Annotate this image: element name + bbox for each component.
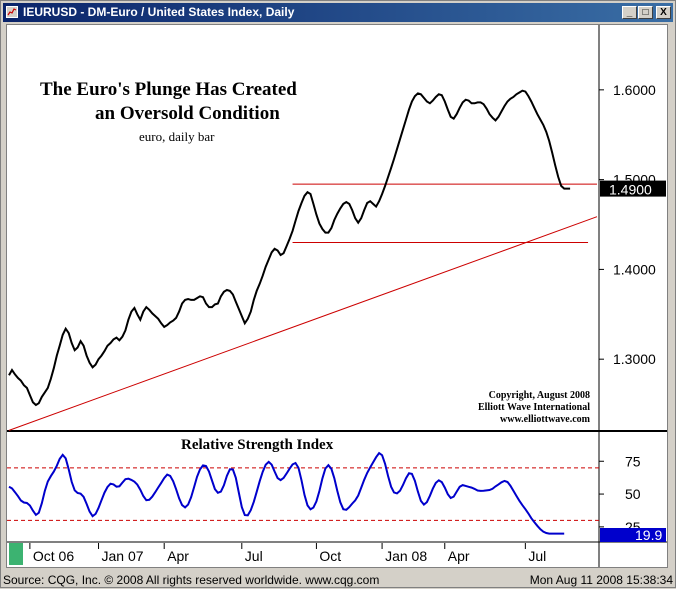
last-rsi-box [600, 528, 666, 542]
status-bar: Source: CQG, Inc. © 2008 All rights rese… [1, 571, 676, 589]
price-series-line [8, 89, 571, 407]
chart-note: euro, daily bar [139, 129, 215, 144]
x-axis-label: Apr [167, 548, 189, 564]
chart-app-icon[interactable] [6, 6, 18, 18]
x-axis-label: Oct 06 [33, 548, 74, 564]
last-price-label: 1.4900 [609, 182, 652, 198]
x-axis-label: Jul [528, 548, 546, 564]
window-title: IEURUSD - DM-Euro / United States Index,… [23, 5, 295, 19]
scroll-handle-block [9, 543, 23, 565]
rsi-y-tick-label: 50 [625, 486, 641, 502]
x-axis-label: Apr [448, 548, 470, 564]
x-axis-label: Jul [245, 548, 263, 564]
minimize-button[interactable]: _ [622, 6, 637, 19]
x-axis-label: Oct [319, 548, 341, 564]
trend-line [8, 216, 598, 431]
price-y-tick-label: 1.4000 [613, 261, 656, 277]
price-y-tick-label: 1.3000 [613, 351, 656, 367]
copyright-line: www.elliottwave.com [500, 414, 591, 425]
copyright-line: Copyright, August 2008 [489, 390, 590, 401]
rsi-y-tick-label: 75 [625, 453, 641, 469]
close-button[interactable]: X [656, 6, 671, 19]
status-source: Source: CQG, Inc. © 2008 All rights rese… [3, 573, 380, 587]
chart-title: The Euro's Plunge Has Created [40, 79, 297, 100]
x-axis-label: Jan 07 [102, 548, 144, 564]
chart-area[interactable]: 1.3000 1.4000 1.5000 1.6000 25 50 75 1.4900 19.9… [6, 24, 668, 568]
price-y-tick-label: 1.6000 [613, 82, 656, 98]
chart-subtitle: an Oversold Condition [95, 103, 280, 124]
last-price-box [600, 180, 666, 197]
title-bar[interactable]: IEURUSD - DM-Euro / United States Index,… [3, 3, 673, 22]
rsi-series-line [8, 451, 565, 535]
chart-svg[interactable]: 1.30001.40001.50001.60002550751.490019.9… [7, 25, 667, 567]
x-axis-label: Jan 08 [385, 548, 427, 564]
last-rsi-label: 19.9 [635, 527, 662, 543]
copyright-line: Elliott Wave International [478, 402, 590, 413]
rsi-panel-title: Relative Strength Index [181, 437, 334, 453]
maximize-button[interactable]: □ [638, 6, 653, 19]
status-timestamp: Mon Aug 11 2008 15:38:34 [529, 573, 673, 587]
